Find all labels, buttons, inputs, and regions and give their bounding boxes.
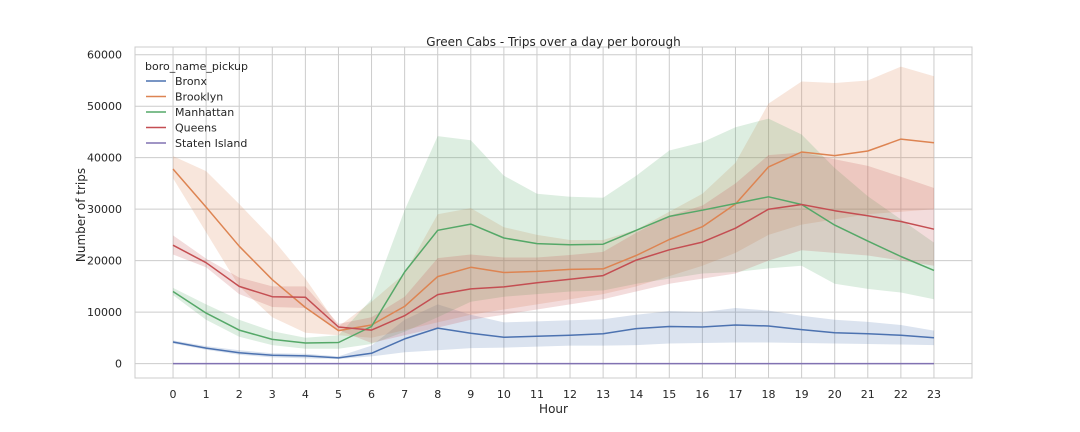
manhattan-confidence-band bbox=[173, 118, 934, 349]
x-tick-label: 3 bbox=[269, 388, 276, 401]
x-axis-label: Hour bbox=[539, 402, 568, 416]
y-tick-label: 50000 bbox=[87, 100, 122, 113]
legend-label-bronx: Bronx bbox=[175, 75, 208, 88]
x-tick-label: 18 bbox=[762, 388, 776, 401]
plot-area-background bbox=[135, 47, 972, 378]
y-tick-label: 10000 bbox=[87, 306, 122, 319]
x-tick-label: 13 bbox=[596, 388, 610, 401]
brooklyn-line bbox=[172, 138, 935, 332]
queens-line bbox=[172, 203, 935, 331]
x-tick-label: 9 bbox=[467, 388, 474, 401]
legend: boro_name_pickup Bronx Brooklyn Manhattan Q… bbox=[145, 60, 248, 150]
x-tick-label: 20 bbox=[828, 388, 842, 401]
queens-confidence-band bbox=[173, 152, 934, 343]
legend-label-manhattan: Manhattan bbox=[175, 106, 234, 119]
x-tick-label: 23 bbox=[927, 388, 941, 401]
x-tick-label: 8 bbox=[434, 388, 441, 401]
y-axis-label: Number of trips bbox=[74, 168, 88, 262]
x-tick-label: 16 bbox=[695, 388, 709, 401]
manhattan-line bbox=[172, 196, 935, 344]
y-tick-label: 30000 bbox=[87, 203, 122, 216]
bronx-line bbox=[172, 324, 935, 359]
legend-title: boro_name_pickup bbox=[145, 60, 248, 73]
legend-label-staten-island: Staten Island bbox=[175, 137, 247, 150]
x-tick-label: 1 bbox=[203, 388, 210, 401]
x-tick-label: 14 bbox=[629, 388, 643, 401]
x-tick-label: 15 bbox=[662, 388, 676, 401]
y-tick-label: 0 bbox=[115, 358, 122, 371]
x-tick-label: 0 bbox=[170, 388, 177, 401]
x-tick-label: 12 bbox=[563, 388, 577, 401]
x-tick-label: 19 bbox=[795, 388, 809, 401]
x-tick-label: 6 bbox=[368, 388, 375, 401]
x-tick-label: 10 bbox=[497, 388, 511, 401]
x-tick-label: 17 bbox=[728, 388, 742, 401]
legend-label-queens: Queens bbox=[175, 122, 217, 135]
x-tick-label: 2 bbox=[236, 388, 243, 401]
x-tick-label: 11 bbox=[530, 388, 544, 401]
bronx-confidence-band bbox=[173, 304, 934, 359]
y-tick-label: 60000 bbox=[87, 49, 122, 62]
chart-title: Green Cabs - Trips over a day per boroug… bbox=[426, 35, 680, 49]
grid-lines bbox=[135, 47, 972, 378]
brooklyn-confidence-band bbox=[173, 66, 934, 338]
plot-area-frame bbox=[134, 46, 973, 379]
legend-label-brooklyn: Brooklyn bbox=[175, 91, 223, 104]
x-tick-label: 7 bbox=[401, 388, 408, 401]
x-tick-label: 4 bbox=[302, 388, 309, 401]
y-tick-label: 40000 bbox=[87, 152, 122, 165]
y-axis-ticks: 0 10000 20000 30000 40000 50000 60000 bbox=[87, 49, 122, 371]
y-tick-label: 20000 bbox=[87, 255, 122, 268]
x-tick-label: 22 bbox=[894, 388, 908, 401]
x-tick-label: 5 bbox=[335, 388, 342, 401]
series-lines bbox=[172, 138, 935, 365]
x-axis-ticks: 0 1 2 3 4 5 6 7 8 9 10 11 12 13 14 15 16 17 18 19 20 21 22 23 bbox=[170, 388, 941, 401]
x-tick-label: 21 bbox=[861, 388, 875, 401]
